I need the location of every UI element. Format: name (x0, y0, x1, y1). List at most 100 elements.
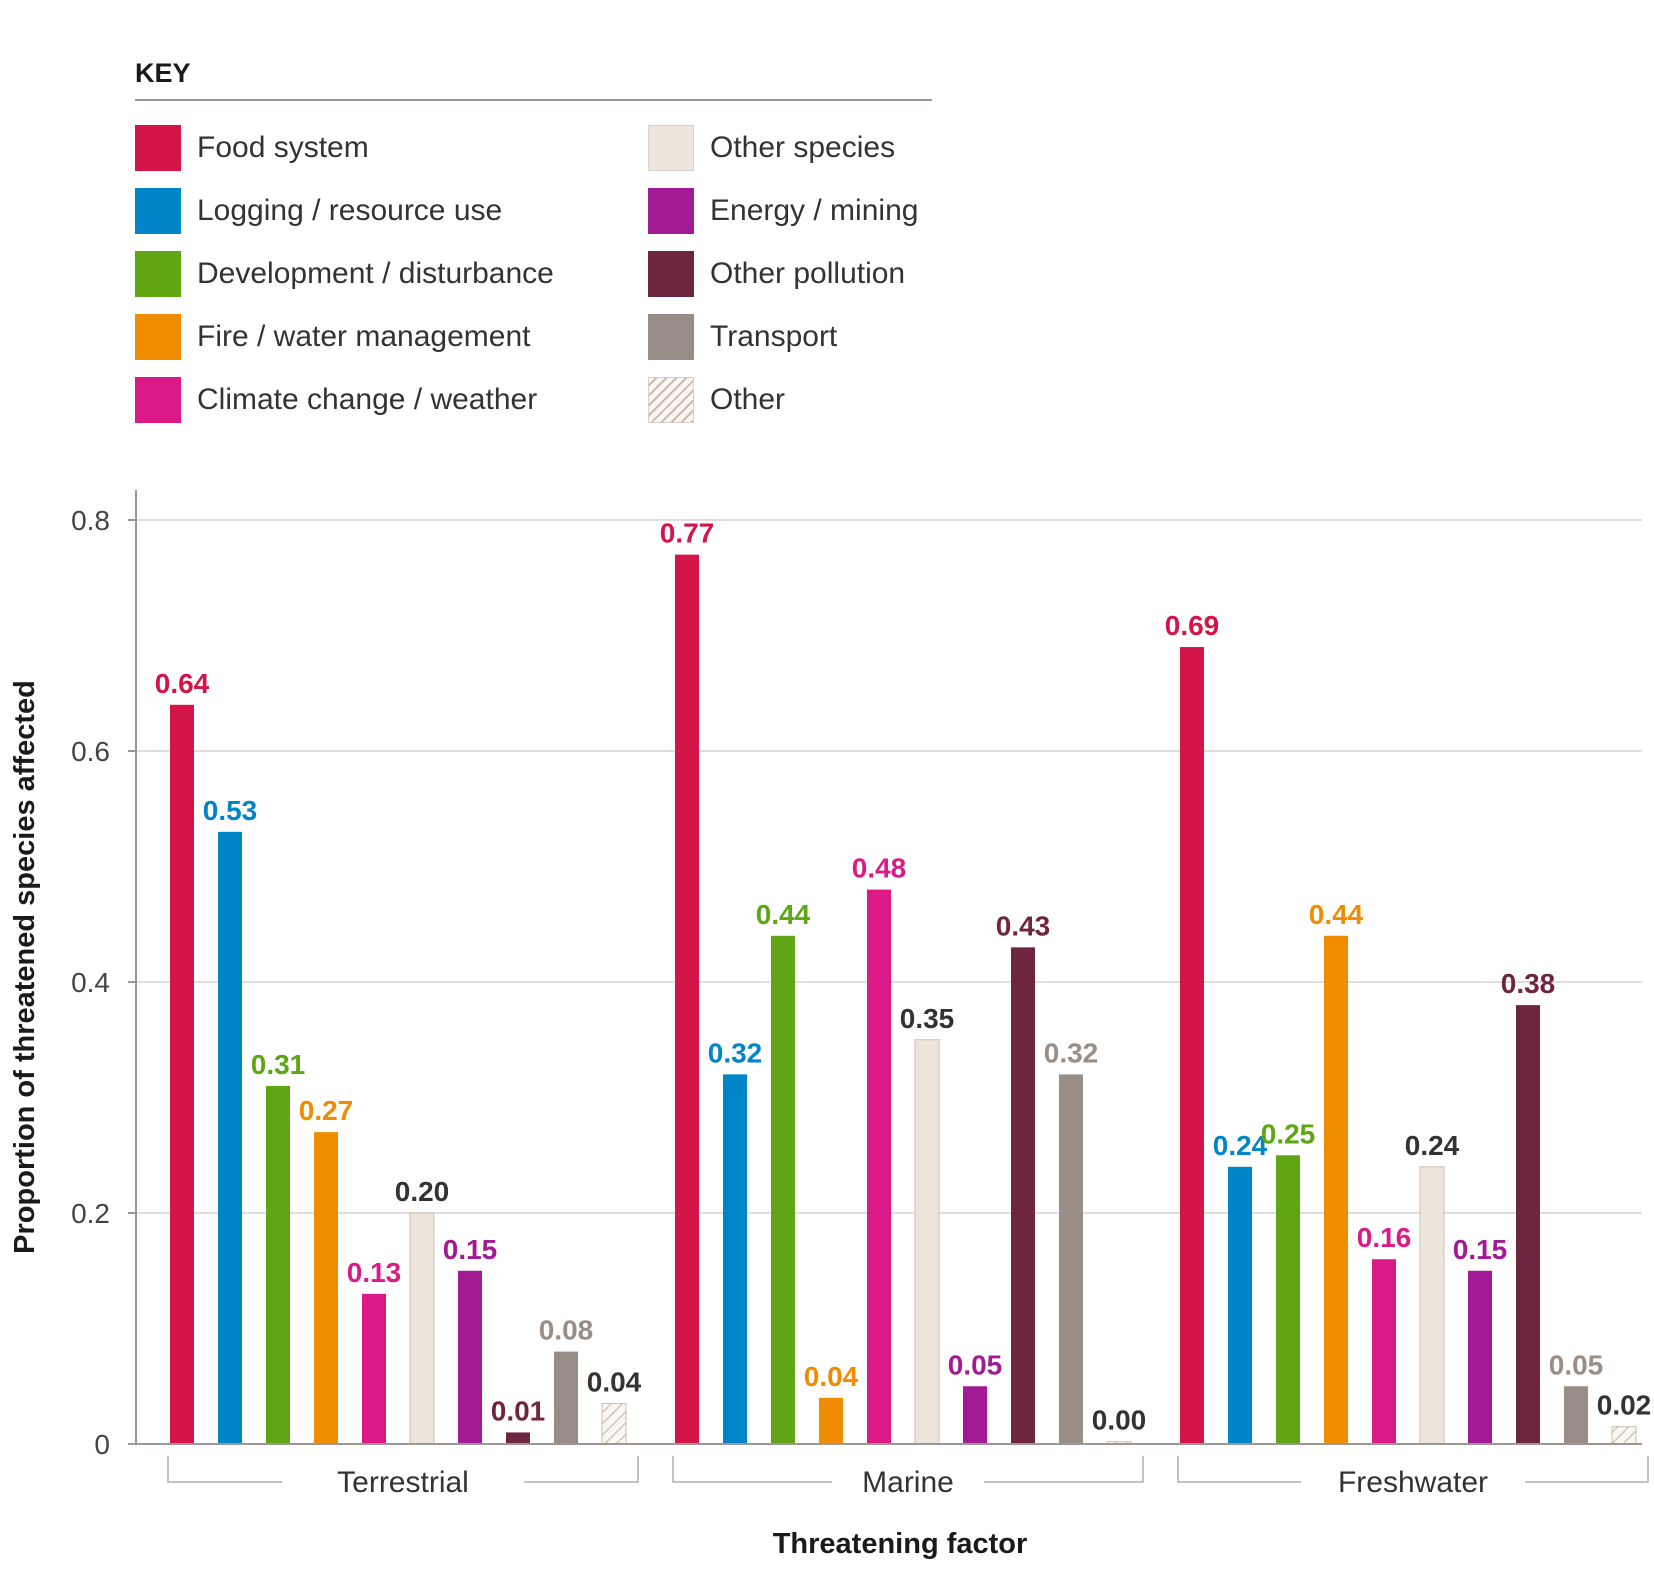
bar (506, 1432, 530, 1444)
data-label: 0.04 (587, 1367, 642, 1398)
bar (409, 1212, 435, 1445)
legend-item-climate: Climate change / weather (135, 376, 537, 424)
legend-label: Logging / resource use (197, 194, 503, 227)
data-label: 0.04 (804, 1361, 859, 1392)
bar (1324, 935, 1348, 1444)
y-tick-label: 0.8 (71, 505, 110, 536)
data-label: 0.02 (1597, 1390, 1652, 1421)
data-label: 0.77 (660, 518, 715, 549)
y-tick-label: 0 (94, 1429, 110, 1460)
bar (314, 1132, 338, 1444)
bar (819, 1397, 843, 1444)
group-bracket-right (1525, 1456, 1649, 1483)
data-label: 0.01 (491, 1395, 546, 1426)
bars (170, 554, 1637, 1445)
legend-swatch (135, 377, 181, 423)
data-label: 0.35 (900, 1003, 955, 1034)
legend-label: Other species (710, 131, 896, 164)
legend-item-development: Development / disturbance (135, 250, 554, 298)
legend-title: KEY (135, 58, 191, 88)
legend-label: Development / disturbance (197, 257, 554, 290)
data-label: 0.44 (756, 899, 811, 930)
legend-item-logging: Logging / resource use (135, 187, 502, 235)
group-bracket-left (1177, 1456, 1301, 1483)
data-label: 0.15 (1453, 1234, 1508, 1265)
legend-swatch (135, 314, 181, 360)
legend-swatch (648, 377, 694, 423)
bar (723, 1074, 747, 1444)
data-label: 0.05 (1549, 1349, 1604, 1380)
legend-swatch (648, 125, 694, 171)
legend-label: Food system (197, 131, 369, 164)
legend-item-transport: Transport (648, 313, 837, 361)
bar (458, 1270, 482, 1444)
data-label: 0.27 (299, 1095, 354, 1126)
legend-item-other-species: Other species (648, 124, 895, 172)
legend-swatch (648, 314, 694, 360)
data-label: 0.43 (996, 910, 1051, 941)
legend-item-food-system: Food system (135, 124, 369, 172)
bar (362, 1293, 386, 1444)
group-bracket-left (672, 1456, 832, 1483)
bar (771, 935, 795, 1444)
bar (1468, 1270, 1492, 1444)
legend-item-other: Other (648, 376, 785, 424)
bar (867, 889, 891, 1444)
legend-label: Other (710, 383, 786, 416)
data-label: 0.32 (708, 1037, 763, 1068)
data-label: 0.69 (1165, 610, 1220, 641)
data-label: 0.24 (1405, 1130, 1460, 1161)
bar (601, 1403, 627, 1445)
bar (1611, 1426, 1637, 1445)
legend-label: Climate change / weather (197, 383, 538, 416)
data-label: 0.08 (539, 1315, 594, 1346)
legend-swatch (648, 188, 694, 234)
data-label: 0.32 (1044, 1037, 1099, 1068)
y-tick-label: 0.6 (71, 736, 110, 767)
data-label: 0.31 (251, 1049, 306, 1080)
bar (963, 1386, 987, 1444)
x-axis-title: Threatening factor (773, 1528, 1028, 1560)
bar (1276, 1155, 1300, 1444)
data-labels: 0.64 0.53 0.31 0.27 0.13 0.20 0.15 0.01 0.08 0.04… (155, 518, 1652, 1436)
data-label: 0.00 (1092, 1405, 1147, 1436)
group-bracket-right (984, 1456, 1144, 1483)
bar (914, 1039, 940, 1445)
data-label: 0.13 (347, 1257, 402, 1288)
legend-item-other-pollution: Other pollution (648, 250, 905, 298)
data-label: 0.20 (395, 1176, 450, 1207)
legend-item-fire-water: Fire / water management (135, 313, 530, 361)
bar (1419, 1166, 1445, 1445)
category-label: Marine (862, 1466, 954, 1499)
legend: KEY Food system Logging / resource use D… (0, 0, 1654, 440)
data-label: 0.15 (443, 1234, 498, 1265)
data-label: 0.24 (1213, 1130, 1268, 1161)
bar (1180, 647, 1204, 1444)
data-label: 0.05 (948, 1349, 1003, 1380)
legend-label: Transport (710, 320, 838, 353)
legend-swatch (135, 188, 181, 234)
legend-label: Other pollution (710, 257, 906, 290)
y-axis-title: Proportion of threatened species affecte… (9, 680, 41, 1254)
y-axis-ticks: 0 0.2 0.4 0.6 0.8 (71, 505, 136, 1460)
data-label: 0.53 (203, 795, 258, 826)
data-label: 0.44 (1309, 899, 1364, 930)
bar (1059, 1074, 1083, 1444)
data-label: 0.25 (1261, 1118, 1316, 1149)
bar (1516, 1005, 1540, 1444)
bar (266, 1085, 290, 1444)
bar (1228, 1166, 1252, 1444)
data-label: 0.16 (1357, 1222, 1412, 1253)
legend-swatch (135, 251, 181, 297)
bar (1011, 947, 1035, 1444)
legend-swatch (648, 251, 694, 297)
legend-divider (135, 99, 932, 101)
data-label: 0.64 (155, 668, 210, 699)
legend-label: Energy / mining (710, 194, 919, 227)
group-brackets: Terrestrial Marine Freshwater (167, 1456, 1649, 1499)
bar (170, 704, 194, 1444)
bar (675, 554, 699, 1444)
bar (218, 831, 242, 1444)
legend-item-energy-mining: Energy / mining (648, 187, 918, 235)
group-bracket-left (167, 1456, 282, 1483)
